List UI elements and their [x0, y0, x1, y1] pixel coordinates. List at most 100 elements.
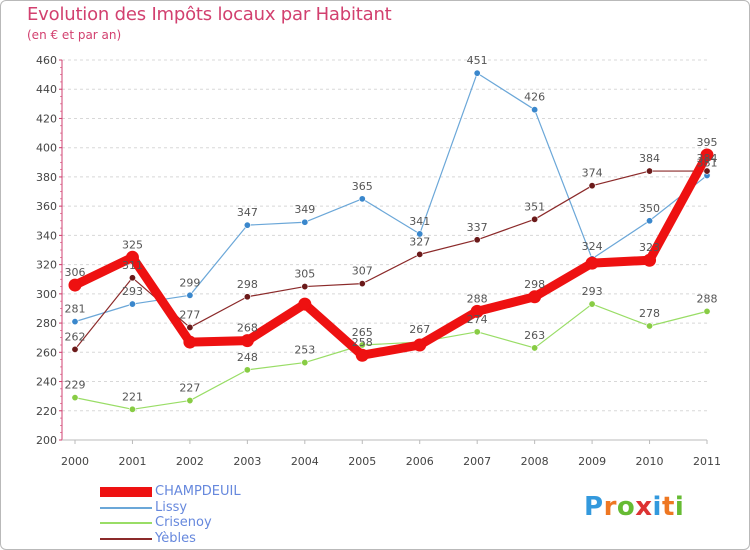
- legend-swatch-champdeuil: [100, 487, 152, 497]
- data-label-lissy: 324: [582, 240, 603, 253]
- y-tick-label: 360: [36, 200, 57, 213]
- plot-area: [62, 60, 707, 440]
- x-tick-label: 2002: [176, 455, 204, 468]
- data-label-lissy: 451: [467, 54, 488, 67]
- data-point-lissy: [531, 106, 539, 114]
- data-label-lissy: 381: [697, 156, 718, 169]
- data-label-crisenoy: 293: [582, 285, 603, 298]
- y-tick-label: 380: [36, 171, 57, 184]
- proxiti-logo: Proxiti: [584, 492, 684, 522]
- legend-swatch-crisenoy: [100, 522, 152, 524]
- legend-item-yebles: Yèbles: [100, 531, 320, 547]
- data-point-crisenoy: [588, 300, 596, 308]
- data-point-yebles: [703, 167, 711, 175]
- data-point-crisenoy: [703, 307, 711, 315]
- data-point-champdeuil: [470, 304, 484, 318]
- logo-letter: i: [674, 492, 685, 522]
- data-label-lissy: 341: [409, 215, 430, 228]
- data-point-champdeuil: [125, 250, 139, 264]
- chart-title: Evolution des Impôts locaux par Habitant: [27, 4, 392, 25]
- data-point-yebles: [186, 323, 194, 331]
- x-tick-label: 2010: [636, 455, 664, 468]
- y-tick-label: 260: [36, 346, 57, 359]
- data-label-yebles: 262: [65, 330, 86, 343]
- data-point-champdeuil: [700, 148, 714, 162]
- data-label-lissy: 349: [294, 203, 315, 216]
- legend-swatch-lissy: [100, 507, 152, 509]
- data-point-lissy: [301, 218, 309, 226]
- x-tick-label: 2011: [693, 455, 721, 468]
- data-label-yebles: 298: [237, 278, 258, 291]
- y-tick-label: 460: [36, 54, 57, 67]
- y-tick-label: 340: [36, 229, 57, 242]
- data-point-crisenoy: [473, 328, 481, 336]
- data-label-crisenoy: 227: [179, 382, 200, 395]
- data-label-lissy: 426: [524, 91, 545, 104]
- data-label-crisenoy: 263: [524, 329, 545, 342]
- legend-item-lissy: Lissy: [100, 500, 320, 516]
- data-point-champdeuil: [68, 278, 82, 292]
- data-point-lissy: [416, 230, 424, 238]
- data-label-crisenoy: 229: [65, 379, 86, 392]
- data-label-champdeuil: 288: [467, 292, 488, 305]
- logo-letter: r: [603, 492, 617, 522]
- data-label-yebles: 327: [409, 235, 430, 248]
- legend-label-champdeuil: CHAMPDEUIL: [155, 484, 241, 499]
- data-point-champdeuil: [585, 256, 599, 270]
- data-label-yebles: 384: [697, 152, 718, 165]
- data-point-crisenoy: [531, 344, 539, 352]
- y-tick-label: 320: [36, 259, 57, 272]
- y-tick-label: 200: [36, 434, 57, 447]
- data-point-champdeuil: [643, 253, 657, 267]
- data-point-crisenoy: [646, 322, 654, 330]
- x-tick-label: 2005: [348, 455, 376, 468]
- x-tick-label: 2009: [578, 455, 606, 468]
- data-label-crisenoy: 253: [294, 344, 315, 357]
- data-point-champdeuil: [528, 290, 542, 304]
- series-line-crisenoy: [74, 303, 708, 410]
- data-label-champdeuil: 325: [122, 238, 143, 251]
- data-point-champdeuil: [240, 334, 254, 348]
- data-label-lissy: 299: [179, 276, 200, 289]
- data-label-crisenoy: 274: [467, 313, 488, 326]
- y-tick-label: 440: [36, 83, 57, 96]
- logo-letter: x: [635, 492, 653, 522]
- data-label-champdeuil: 298: [524, 278, 545, 291]
- data-label-yebles: 305: [294, 268, 315, 281]
- logo-letter: P: [584, 492, 604, 522]
- data-point-champdeuil: [298, 297, 312, 311]
- x-tick-label: 2008: [521, 455, 549, 468]
- data-label-lissy: 350: [639, 202, 660, 215]
- data-point-crisenoy: [128, 405, 136, 413]
- legend-swatch-yebles: [100, 538, 152, 540]
- y-tick-label: 240: [36, 376, 57, 389]
- data-point-crisenoy: [243, 366, 251, 374]
- data-point-yebles: [243, 293, 251, 301]
- data-label-yebles: 374: [582, 167, 603, 180]
- data-label-crisenoy: 278: [639, 307, 660, 320]
- data-label-champdeuil: 258: [352, 336, 373, 349]
- data-point-yebles: [358, 280, 366, 288]
- data-label-champdeuil: 306: [65, 266, 86, 279]
- data-label-lissy: 293: [122, 285, 143, 298]
- x-tick-label: 2003: [233, 455, 261, 468]
- series-line-lissy: [74, 72, 708, 323]
- legend-item-champdeuil: CHAMPDEUIL: [100, 484, 320, 500]
- x-tick-label: 2000: [61, 455, 89, 468]
- data-label-champdeuil: 268: [237, 322, 258, 335]
- legend-item-crisenoy: Crisenoy: [100, 515, 320, 531]
- logo-letter: i: [652, 492, 662, 522]
- data-point-yebles: [416, 250, 424, 258]
- data-label-yebles: 277: [179, 308, 200, 321]
- y-tick-label: 420: [36, 112, 57, 125]
- data-point-lissy: [646, 217, 654, 225]
- data-label-crisenoy: 288: [697, 292, 718, 305]
- data-point-lissy: [71, 318, 79, 326]
- data-label-lissy: 347: [237, 206, 258, 219]
- x-tick-label: 2007: [463, 455, 491, 468]
- data-point-lissy: [128, 300, 136, 308]
- data-label-crisenoy: 248: [237, 351, 258, 364]
- chart-subtitle: (en € et par an): [27, 28, 122, 42]
- data-label-lissy: 281: [65, 303, 86, 316]
